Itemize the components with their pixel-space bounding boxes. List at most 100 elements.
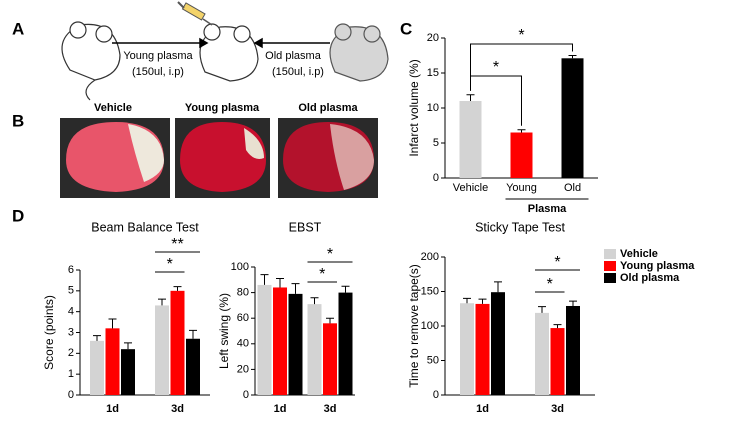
legend-swatch	[604, 273, 616, 283]
mouse	[329, 23, 389, 82]
bar	[561, 58, 584, 178]
x-tick-label: 3d	[551, 403, 564, 415]
error-bar	[478, 298, 487, 304]
error-bar	[538, 306, 546, 313]
y-tick-label: 20	[237, 363, 249, 375]
bar	[257, 284, 272, 395]
brain-image	[278, 118, 378, 198]
y-tick-label: 2	[68, 347, 74, 359]
bar	[338, 292, 353, 395]
error-bar	[568, 55, 577, 59]
image-label: Old plasma	[298, 102, 358, 114]
bar	[459, 101, 482, 178]
bar	[307, 304, 322, 395]
y-tick-label: 5	[433, 137, 439, 149]
y-tick-label: 100	[231, 261, 249, 273]
bar	[121, 349, 135, 395]
x-tick-label: Old	[564, 182, 581, 194]
chart-title: EBST	[289, 220, 322, 234]
error-bar	[310, 297, 319, 305]
significance-label: *	[518, 27, 524, 44]
y-tick-label: 150	[421, 285, 439, 297]
error-bar	[341, 285, 350, 293]
bar	[535, 312, 549, 395]
y-tick-label: 0	[243, 389, 249, 401]
y-tick-label: 6	[68, 264, 74, 276]
bar	[323, 323, 337, 395]
significance-label: *	[327, 246, 333, 263]
panel-label: B	[12, 111, 24, 130]
significance-label: *	[493, 59, 499, 76]
error-bar	[189, 329, 197, 339]
significance-label: *	[167, 256, 173, 273]
y-tick-label: 15	[427, 67, 439, 79]
error-bar	[517, 129, 526, 133]
bar	[491, 292, 505, 395]
x-tick-label: 3d	[324, 403, 337, 415]
bar	[273, 287, 287, 395]
y-tick-label: 1	[68, 368, 74, 380]
arrow-label: (150ul, i.p)	[272, 66, 324, 78]
y-tick-label: 0	[433, 172, 439, 184]
syringe	[177, 1, 213, 26]
error-bar	[158, 298, 166, 306]
x-tick-label: 1d	[476, 403, 489, 415]
bar	[550, 328, 565, 395]
error-bar	[276, 278, 284, 288]
significance-label: *	[547, 276, 553, 293]
x-tick-label: Young	[506, 182, 537, 194]
y-axis-label: Time to remove tape(s)	[407, 264, 421, 388]
y-tick-label: 60	[237, 312, 249, 324]
bar	[90, 340, 104, 395]
y-axis-label: Score (points)	[42, 295, 56, 370]
mouse	[61, 21, 121, 101]
x-tick-label: 1d	[106, 403, 119, 415]
arrow	[112, 37, 330, 49]
legend-swatch	[604, 249, 616, 259]
chart-title: Beam Balance Test	[91, 220, 199, 234]
x-tick-label: 3d	[171, 403, 184, 415]
panel-label: D	[12, 206, 24, 225]
error-bar	[291, 283, 300, 294]
y-tick-label: 10	[427, 102, 439, 114]
bar	[186, 338, 200, 395]
bar	[460, 303, 474, 395]
x-tick-label: 1d	[274, 403, 287, 415]
error-bar	[463, 297, 471, 304]
error-bar	[173, 286, 182, 291]
significance-label: **	[171, 236, 183, 253]
panel-label: C	[400, 19, 412, 38]
y-axis-label: Left swing (%)	[217, 293, 231, 369]
y-tick-label: 100	[421, 320, 439, 332]
legend-label: Young plasma	[620, 260, 695, 272]
y-tick-label: 3	[68, 326, 74, 338]
error-bar	[93, 335, 101, 341]
panel-label: A	[12, 19, 24, 38]
y-tick-label: 4	[68, 306, 74, 318]
y-tick-label: 200	[421, 251, 439, 263]
mouse	[199, 23, 259, 82]
bar	[288, 293, 303, 395]
y-tick-label: 80	[237, 287, 249, 299]
y-tick-label: 0	[68, 389, 74, 401]
brain-image	[60, 118, 170, 198]
group-label: Plasma	[528, 203, 567, 215]
legend-label: Vehicle	[620, 248, 658, 260]
y-tick-label: 50	[427, 354, 439, 366]
arrow-label: Old plasma	[265, 50, 322, 62]
y-tick-label: 40	[237, 338, 249, 350]
significance-label: *	[319, 266, 325, 283]
bar	[105, 328, 120, 395]
bar	[566, 305, 580, 395]
image-label: Vehicle	[94, 102, 132, 114]
bar	[170, 290, 185, 395]
bar	[475, 303, 490, 395]
error-bar	[326, 317, 334, 324]
y-tick-label: 5	[68, 285, 74, 297]
chart-title: Sticky Tape Test	[475, 220, 565, 234]
error-bar	[553, 324, 562, 329]
x-tick-label: Vehicle	[453, 182, 488, 194]
error-bar	[124, 342, 132, 350]
significance-label: *	[554, 254, 560, 271]
